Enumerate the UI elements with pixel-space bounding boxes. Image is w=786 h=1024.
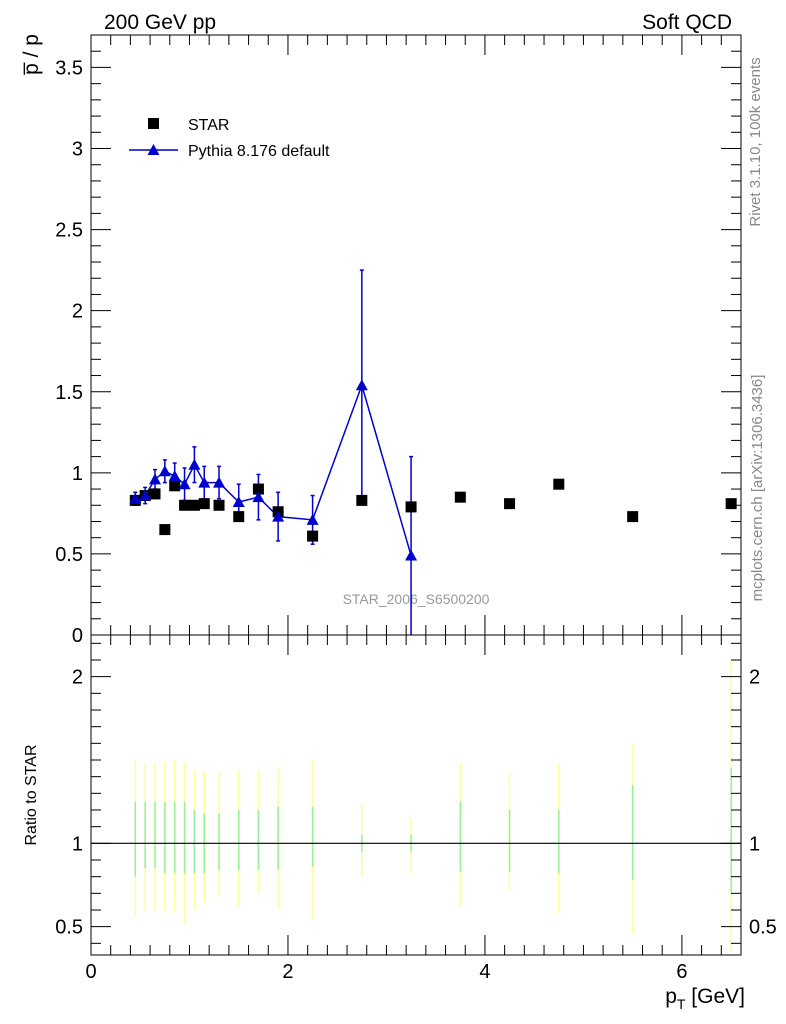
pythia-line [135, 382, 412, 556]
pythia-data-point [232, 496, 245, 508]
ratio-y-axis-title: Ratio to STAR [23, 744, 40, 845]
energy-label: 200 GeV pp [104, 11, 216, 34]
legend: STAR Pythia 8.176 default [129, 117, 330, 160]
pythia-data-point [306, 513, 319, 525]
star-data-point [252, 483, 264, 495]
star-data-point [356, 494, 368, 506]
pythia-data-point [158, 465, 171, 477]
star-data-point [169, 480, 181, 492]
star-data-point [627, 511, 639, 523]
star-data-point [198, 498, 210, 510]
pythia-data-point [405, 549, 418, 561]
legend-item-pythia: Pythia 8.176 default [129, 143, 330, 160]
main-y-axis-title: p̅ / p [20, 34, 43, 76]
pythia-data-point [272, 510, 285, 522]
main-y-tick-label: 1 [72, 463, 83, 485]
ratio-y-tick-label: 2 [72, 667, 83, 689]
main-y-tick-label: 0 [72, 625, 83, 647]
pythia-data-point [355, 379, 368, 391]
star-data-point [553, 478, 565, 490]
star-data-point [179, 499, 191, 511]
star-data-point [405, 501, 417, 513]
watermark-label: STAR_2006_S6500200 [343, 591, 490, 607]
x-axis-title: pT [GeV] [665, 985, 745, 1012]
main-y-tick-label: 2 [72, 301, 83, 323]
rivet-version-label: Rivet 3.1.10, 100k events [747, 57, 764, 226]
pythia-data-point [129, 492, 142, 504]
pythia-data-point [188, 458, 201, 470]
ratio-y-tick-label: 1 [72, 833, 83, 855]
star-data-point [307, 530, 319, 542]
main-y-tick-label: 2.5 [55, 220, 83, 242]
pythia-data-point [178, 478, 191, 490]
pythia-data-point [198, 476, 211, 488]
pythia-data-point [213, 476, 226, 488]
source-label: mcplots.cern.ch [arXiv:1306.3436] [749, 375, 766, 602]
pythia-data-point [149, 473, 162, 485]
legend-square-marker [148, 118, 159, 129]
star-data-point [188, 499, 200, 511]
star-data-point [504, 498, 516, 510]
legend-label-pythia: Pythia 8.176 default [188, 143, 330, 160]
process-label: Soft QCD [642, 11, 732, 34]
ratio-panel: 0.5 0.5 1 1 2 2 0 2 4 6 Ratio to STAR pT [GeV] [23, 634, 777, 1012]
ratio-y-tick-label-right: 0.5 [749, 917, 777, 939]
main-y-tick-label: 3 [72, 139, 83, 161]
x-axis-title-sub: T [677, 996, 686, 1012]
ratio-y-tick-label-right: 1 [749, 833, 760, 855]
x-tick-label: 0 [85, 961, 96, 983]
x-tick-label: 6 [676, 961, 687, 983]
legend-label-star: STAR [188, 117, 229, 134]
legend-triangle-marker [147, 144, 160, 155]
star-data-point [233, 511, 245, 523]
star-data-point [213, 499, 225, 511]
ratio-y-tick-label: 0.5 [55, 917, 83, 939]
main-y-tick-label: 3.5 [55, 57, 83, 79]
main-y-tick-label: 0.5 [55, 544, 83, 566]
legend-item-star: STAR [148, 117, 229, 134]
x-axis-title-main: p [665, 985, 677, 1008]
pythia-data-point [168, 470, 181, 482]
ratio-y-tick-label-right: 2 [749, 667, 760, 689]
star-data-point [454, 491, 466, 503]
main-y-tick-label: 1.5 [55, 382, 83, 404]
x-tick-label: 2 [282, 961, 293, 983]
pythia-data-point [252, 491, 265, 503]
x-axis-title-unit: [GeV] [685, 985, 745, 1008]
star-data-point [149, 488, 161, 500]
x-tick-label: 4 [479, 961, 490, 983]
ratio-plot-frame [90, 634, 742, 956]
pythia-data-point [139, 489, 152, 501]
star-data-point [725, 498, 737, 510]
star-data-point [159, 524, 171, 536]
main-panel: STAR_2006_S6500200 0 0.5 1 1.5 2 2.5 3 3.5 p̅ /… [20, 34, 742, 647]
